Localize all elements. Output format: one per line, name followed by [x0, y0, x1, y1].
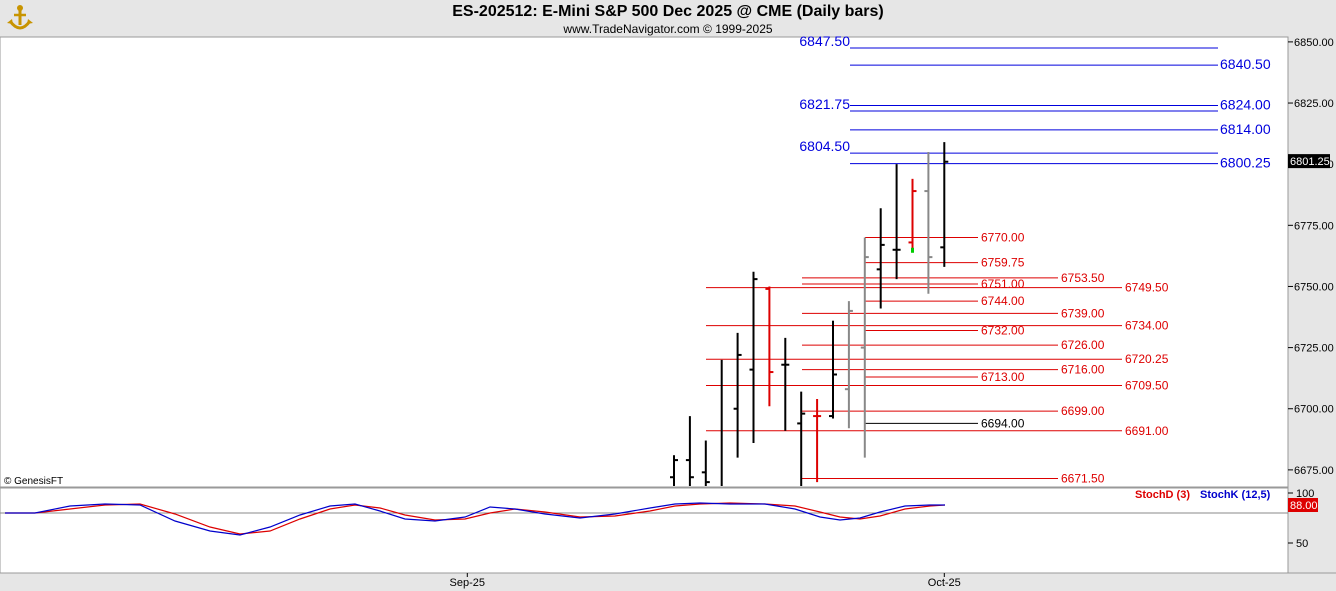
- last-price-marker: [1288, 154, 1330, 169]
- level-label: 6847.50: [799, 33, 850, 49]
- level-label: 6709.50: [1125, 379, 1169, 393]
- level-label: 6753.50: [1061, 271, 1105, 285]
- level-label: 6716.00: [1061, 363, 1105, 377]
- price-panel[interactable]: [0, 36, 1289, 488]
- level-label: 6671.50: [1061, 471, 1105, 485]
- level-label: 6800.25: [1220, 155, 1271, 171]
- stoch-tick-label: 50: [1296, 538, 1308, 550]
- support-resistance-levels: 6847.50 6840.50 6824.00 6821.75 6814.00 6804.…: [706, 33, 1271, 485]
- price-tick-label: 6750.00: [1294, 281, 1334, 293]
- price-tick-label: 6700.00: [1294, 404, 1334, 416]
- level-label: 6759.75: [981, 256, 1025, 270]
- chart-title: ES-202512: E-Mini S&P 500 Dec 2025 @ CME…: [452, 3, 884, 20]
- watermark: © GenesisFT: [4, 476, 63, 487]
- time-tick-label: Sep-25: [450, 577, 485, 589]
- level-label: 6751.00: [981, 277, 1025, 291]
- stoch-tick-label: 100: [1296, 488, 1314, 500]
- stoch-current-label: 88.00: [1290, 500, 1318, 512]
- ohlc-bars: [670, 142, 949, 486]
- level-label: 6821.75: [799, 96, 850, 112]
- level-label: 6734.00: [1125, 319, 1169, 333]
- stoch-d-line: [5, 502, 946, 535]
- stochastic-panel[interactable]: [0, 487, 1289, 574]
- level-label: 6720.25: [1125, 352, 1169, 366]
- level-label: 6691.00: [1125, 424, 1169, 438]
- level-label: 6732.00: [981, 323, 1025, 337]
- level-label: 6739.00: [1061, 306, 1105, 320]
- price-tick-label: 6725.00: [1294, 343, 1334, 355]
- level-label: 6749.50: [1125, 281, 1169, 295]
- level-label: 6699.00: [1061, 404, 1105, 418]
- level-label: 6770.00: [981, 231, 1025, 245]
- stoch-k-label: StochK (12,5): [1200, 489, 1271, 501]
- level-label: 6744.00: [981, 294, 1025, 308]
- level-label: 6694.00: [981, 416, 1025, 430]
- stoch-current-marker: [1288, 498, 1318, 512]
- price-tick-label: 6850.00: [1294, 37, 1334, 49]
- price-tick-label: 6775.00: [1294, 220, 1334, 232]
- stoch-d-label: StochD (3): [1135, 489, 1190, 501]
- level-label: 6804.50: [799, 138, 850, 154]
- level-label: 6840.50: [1220, 56, 1271, 72]
- price-axis: 6850.006825.006800.006775.006750.006725.…: [1288, 37, 1334, 477]
- last-price-label: 6801.25: [1290, 156, 1330, 168]
- chart-header: ES-202512: E-Mini S&P 500 Dec 2025 @ CME…: [0, 0, 1336, 37]
- time-tick-label: Oct-25: [928, 577, 961, 589]
- level-label: 6726.00: [1061, 338, 1105, 352]
- price-tick-label: 6675.00: [1294, 465, 1334, 477]
- stochastic-indicator: 100 50 88.00: [0, 488, 1318, 550]
- trade-navigator-logo-icon: [4, 3, 36, 35]
- price-tick-label: 6825.00: [1294, 98, 1334, 110]
- level-label: 6713.00: [981, 370, 1025, 384]
- level-label: 6824.00: [1220, 96, 1271, 112]
- level-label: 6814.00: [1220, 121, 1271, 137]
- stoch-k-line: [5, 502, 945, 536]
- chart-subtitle: www.TradeNavigator.com © 1999-2025: [563, 22, 773, 36]
